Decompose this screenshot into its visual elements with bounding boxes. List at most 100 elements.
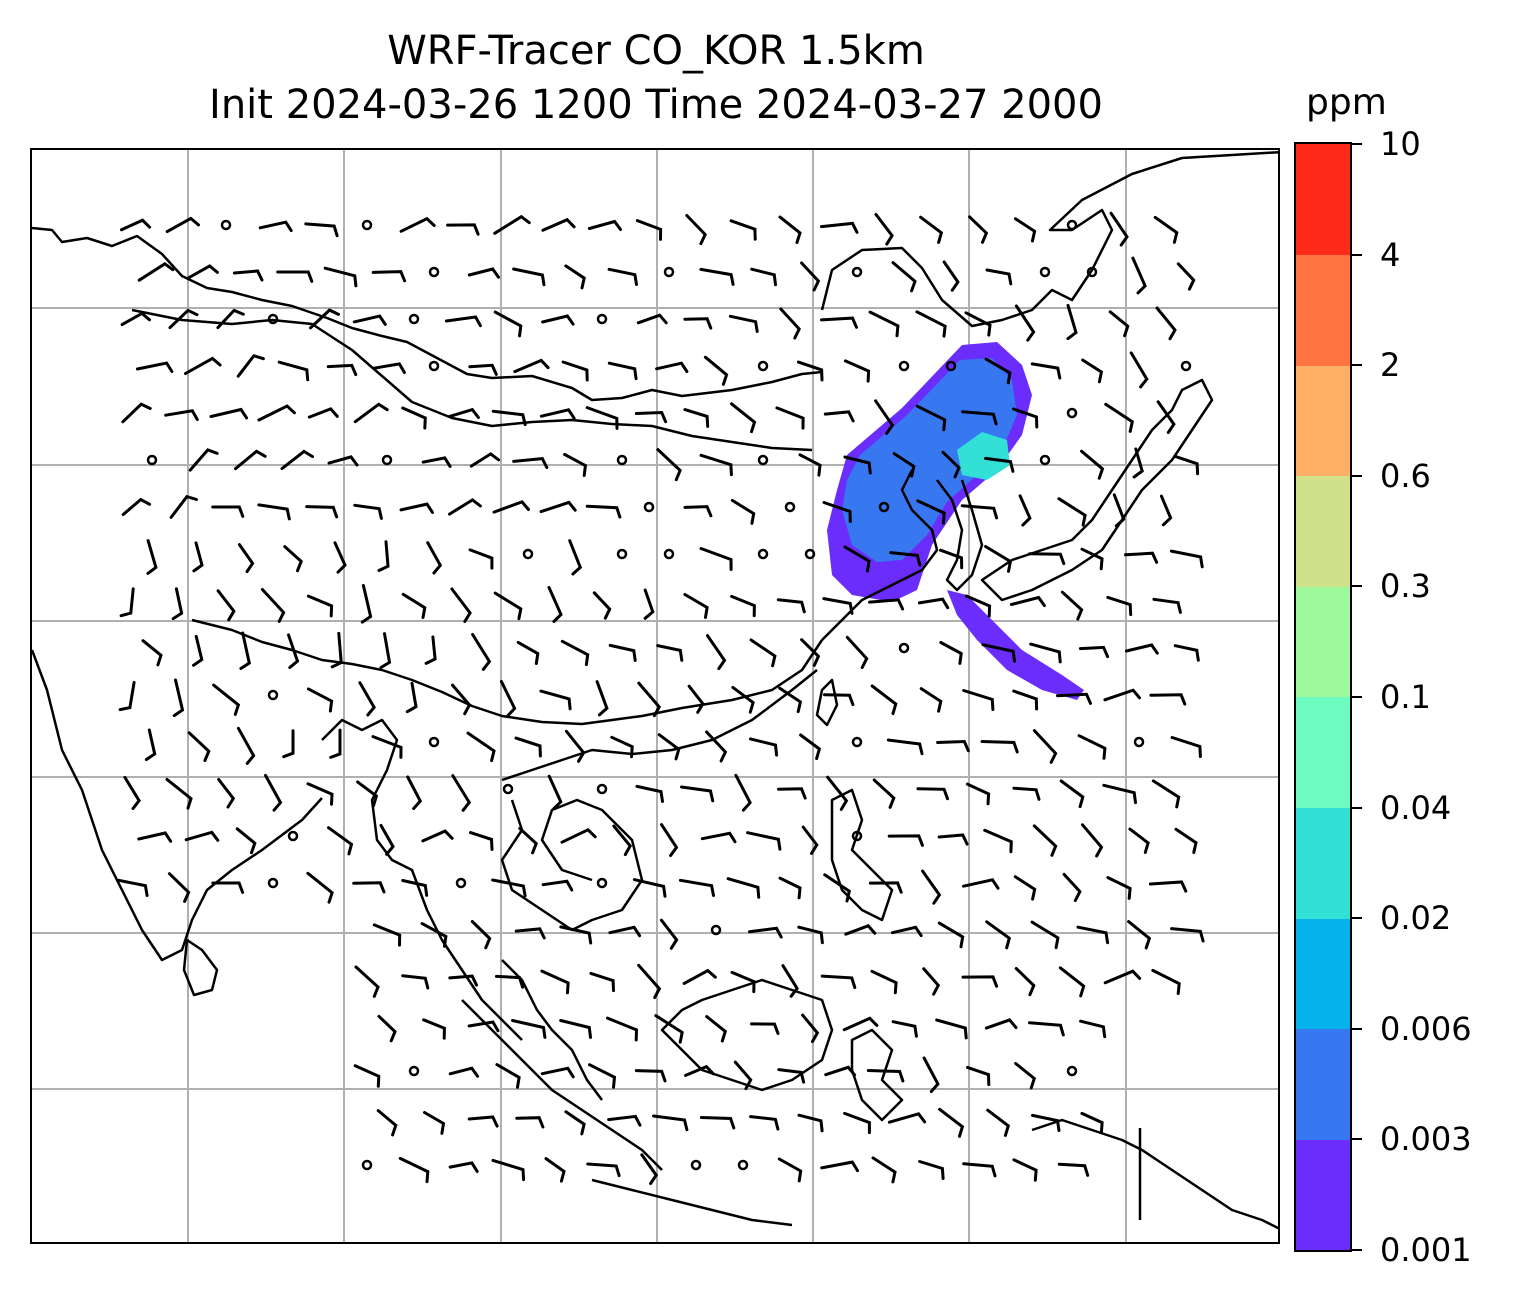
colorbar-tick-label: 0.6	[1380, 456, 1431, 495]
wind-barb	[777, 1068, 806, 1084]
wind-barb	[377, 1014, 397, 1043]
wind-barb	[1128, 827, 1150, 854]
wind-barb	[1170, 736, 1202, 758]
wind-barb	[1153, 215, 1179, 244]
wind-barb	[165, 777, 193, 810]
wind-barb	[401, 592, 427, 619]
wind-barb	[683, 408, 710, 428]
wind-barb	[595, 680, 609, 717]
wind-barb	[144, 728, 157, 761]
wind-barb	[961, 410, 998, 426]
wind-barb	[700, 831, 737, 844]
wind-barb	[607, 361, 638, 381]
wind-barb	[1014, 1062, 1037, 1090]
wind-barb	[874, 399, 895, 435]
wind-barb	[608, 643, 637, 662]
wind-barb	[935, 1018, 968, 1040]
wind-barb	[211, 505, 245, 518]
wind-barb	[1170, 927, 1205, 943]
wind-barb	[469, 452, 501, 468]
wind-barb	[511, 1019, 547, 1039]
wind-barb	[426, 541, 443, 575]
wind-barb	[962, 1162, 997, 1178]
wind-barb	[643, 588, 655, 620]
wind-barb	[541, 879, 574, 892]
wind-barb	[1124, 643, 1159, 655]
wind-barb	[734, 773, 752, 812]
wind-barb	[779, 307, 801, 340]
wind-barb	[797, 925, 824, 945]
wind-barb	[493, 591, 523, 621]
wind-barb	[547, 586, 563, 623]
wind-barb	[870, 684, 898, 716]
wind-barb	[121, 402, 152, 424]
wind-barb	[216, 308, 245, 330]
wind-barb	[823, 873, 851, 903]
wind-barb	[541, 314, 575, 326]
wind-barb	[823, 693, 855, 707]
wind-barb	[1155, 306, 1177, 341]
colorbar-unit: ppm	[1306, 82, 1387, 123]
wind-barb	[422, 1018, 446, 1040]
wind-barb	[683, 505, 713, 518]
wind-barb	[467, 1020, 500, 1033]
calm-circle	[1066, 1065, 1078, 1077]
map-panel	[30, 148, 1280, 1244]
wind-barb	[592, 591, 612, 620]
wind-barb	[333, 541, 347, 574]
wind-barb	[868, 310, 900, 338]
wind-barb	[352, 881, 386, 894]
wind-barb	[843, 545, 871, 573]
wind-barb	[306, 871, 334, 904]
wind-barb	[964, 311, 992, 337]
wind-barb	[1057, 1162, 1090, 1177]
wind-barb	[939, 641, 963, 665]
colorbar-tick-label: 0.006	[1380, 1009, 1472, 1048]
wind-barb	[306, 594, 334, 618]
wind-barb	[326, 363, 358, 377]
wind-barb	[257, 404, 296, 422]
wind-barb	[887, 834, 924, 847]
wind-barb	[640, 1153, 659, 1185]
plume-tail	[947, 590, 1084, 700]
wind-barb	[682, 968, 717, 985]
wind-barb	[276, 270, 314, 283]
wind-barb	[980, 740, 1019, 754]
calm-circle	[1133, 736, 1145, 748]
wind-barb	[687, 684, 705, 714]
wind-barb	[1014, 967, 1036, 997]
wind-barb	[826, 775, 849, 811]
calm-circle	[522, 548, 534, 560]
calm-circle	[1086, 266, 1098, 278]
coast-bay-of-bengal	[321, 718, 523, 1041]
wind-barb	[512, 267, 546, 287]
wind-barb	[636, 313, 668, 325]
wind-barb	[450, 587, 472, 623]
wind-barb	[635, 219, 663, 241]
wind-barb	[1080, 547, 1104, 571]
wind-barb	[637, 681, 662, 718]
wind-barb	[327, 826, 354, 856]
colorbar-segment	[1296, 365, 1350, 477]
wind-barb	[891, 1020, 918, 1038]
wind-barb	[843, 359, 871, 383]
wind-barb	[1030, 920, 1060, 950]
wind-barb	[798, 453, 822, 477]
wind-barb	[730, 594, 756, 618]
wind-barb	[683, 593, 709, 619]
wind-barb	[211, 881, 245, 894]
map-title: WRF-Tracer CO_KOR 1.5km	[387, 28, 925, 74]
wind-barb	[728, 314, 759, 333]
wind-barb	[634, 410, 668, 424]
coast-gulf-thailand	[500, 798, 644, 932]
wind-barb	[1081, 823, 1104, 858]
wind-barb	[654, 1014, 684, 1044]
wind-barb	[868, 598, 905, 611]
wind-barb	[491, 409, 527, 427]
wind-barb	[120, 218, 152, 232]
wind-barb	[330, 631, 343, 669]
coast-tibet-south	[191, 618, 824, 726]
wind-barb	[559, 925, 593, 945]
wind-barb	[1032, 824, 1058, 857]
wind-barb	[660, 823, 679, 857]
